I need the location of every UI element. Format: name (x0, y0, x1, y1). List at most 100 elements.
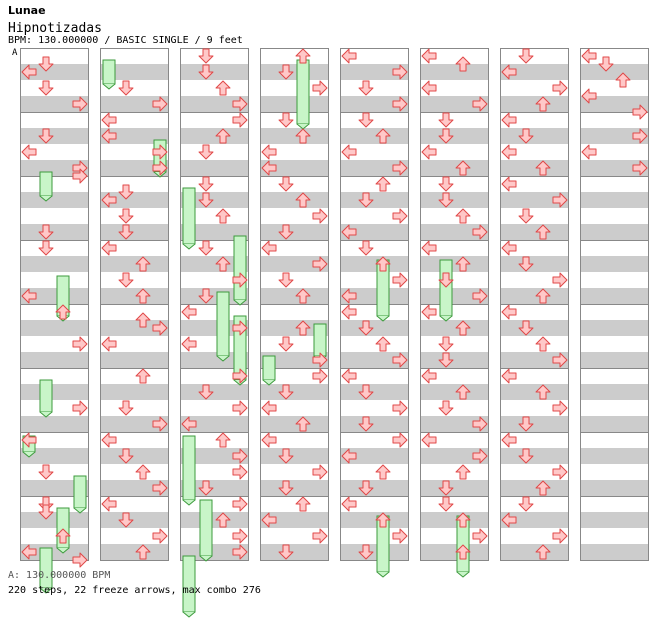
left-arrow-icon (181, 336, 197, 352)
left-arrow-icon (501, 176, 517, 192)
measure-box (180, 496, 249, 561)
beat-stripe (20, 320, 88, 336)
down-arrow-icon (198, 240, 214, 256)
beat-stripe (500, 384, 568, 400)
beat-stripe (500, 224, 568, 240)
beat-stripe (180, 384, 248, 400)
down-arrow-icon (438, 496, 454, 512)
freeze-arrow (39, 171, 53, 197)
freeze-tail (233, 299, 247, 306)
beat-stripe (500, 160, 568, 176)
left-arrow-icon (341, 304, 357, 320)
down-arrow-icon (438, 192, 454, 208)
right-arrow-icon (72, 168, 88, 184)
freeze-arrow (313, 323, 327, 357)
down-arrow-icon (358, 112, 374, 128)
right-arrow-icon (152, 96, 168, 112)
up-arrow-icon (135, 464, 151, 480)
beat-stripe (420, 256, 488, 272)
freeze-tail (439, 315, 453, 322)
left-arrow-icon (501, 304, 517, 320)
right-arrow-icon (312, 352, 328, 368)
down-arrow-icon (38, 224, 54, 240)
freeze-arrow (102, 59, 116, 85)
down-arrow-icon (118, 448, 134, 464)
right-arrow-icon (152, 416, 168, 432)
right-arrow-icon (232, 496, 248, 512)
down-arrow-icon (518, 416, 534, 432)
left-arrow-icon (341, 48, 357, 64)
beat-stripe (340, 320, 408, 336)
left-arrow-icon (581, 48, 597, 64)
beat-stripe (20, 160, 88, 176)
down-arrow-icon (438, 112, 454, 128)
beat-stripe (500, 352, 568, 368)
beat-stripe (580, 448, 648, 464)
up-arrow-icon (215, 128, 231, 144)
right-arrow-icon (312, 464, 328, 480)
freeze-arrow (262, 355, 276, 381)
down-arrow-icon (38, 464, 54, 480)
beat-stripe (260, 320, 328, 336)
down-arrow-icon (518, 208, 534, 224)
up-arrow-icon (55, 304, 71, 320)
beat-stripe (20, 256, 88, 272)
down-arrow-icon (438, 272, 454, 288)
left-arrow-icon (261, 400, 277, 416)
beat-stripe (340, 544, 408, 560)
left-arrow-icon (341, 368, 357, 384)
freeze-arrow (182, 555, 196, 613)
beat-stripe (340, 96, 408, 112)
freeze-arrow (182, 435, 196, 501)
up-arrow-icon (375, 128, 391, 144)
measure-box (100, 496, 169, 561)
beat-stripe (260, 544, 328, 560)
left-arrow-icon (501, 144, 517, 160)
freeze-tail (102, 83, 116, 90)
down-arrow-icon (198, 384, 214, 400)
beat-stripe (340, 416, 408, 432)
right-arrow-icon (312, 80, 328, 96)
beat-stripe (180, 288, 248, 304)
freeze-tail (376, 571, 390, 578)
right-arrow-icon (472, 528, 488, 544)
left-arrow-icon (341, 224, 357, 240)
beat-stripe (500, 512, 568, 528)
beat-stripe (580, 352, 648, 368)
up-arrow-icon (455, 464, 471, 480)
up-arrow-icon (535, 224, 551, 240)
beat-stripe (100, 64, 168, 80)
right-arrow-icon (472, 96, 488, 112)
right-arrow-icon (392, 432, 408, 448)
down-arrow-icon (118, 208, 134, 224)
left-arrow-icon (181, 304, 197, 320)
left-arrow-icon (581, 144, 597, 160)
beat-stripe (100, 512, 168, 528)
left-arrow-icon (501, 512, 517, 528)
up-arrow-icon (295, 48, 311, 64)
right-arrow-icon (152, 160, 168, 176)
up-arrow-icon (215, 256, 231, 272)
down-arrow-icon (358, 80, 374, 96)
left-arrow-icon (101, 192, 117, 208)
beat-stripe (580, 96, 648, 112)
down-arrow-icon (278, 112, 294, 128)
beat-stripe (180, 512, 248, 528)
down-arrow-icon (198, 48, 214, 64)
up-arrow-icon (535, 336, 551, 352)
beat-stripe (100, 320, 168, 336)
up-arrow-icon (215, 512, 231, 528)
down-arrow-icon (38, 240, 54, 256)
beat-stripe (500, 480, 568, 496)
beat-stripe (180, 224, 248, 240)
right-arrow-icon (232, 400, 248, 416)
beat-stripe (100, 256, 168, 272)
down-arrow-icon (358, 320, 374, 336)
right-arrow-icon (472, 416, 488, 432)
beat-stripe (180, 192, 248, 208)
up-arrow-icon (535, 288, 551, 304)
left-arrow-icon (421, 240, 437, 256)
beat-stripe (20, 448, 88, 464)
right-arrow-icon (552, 352, 568, 368)
